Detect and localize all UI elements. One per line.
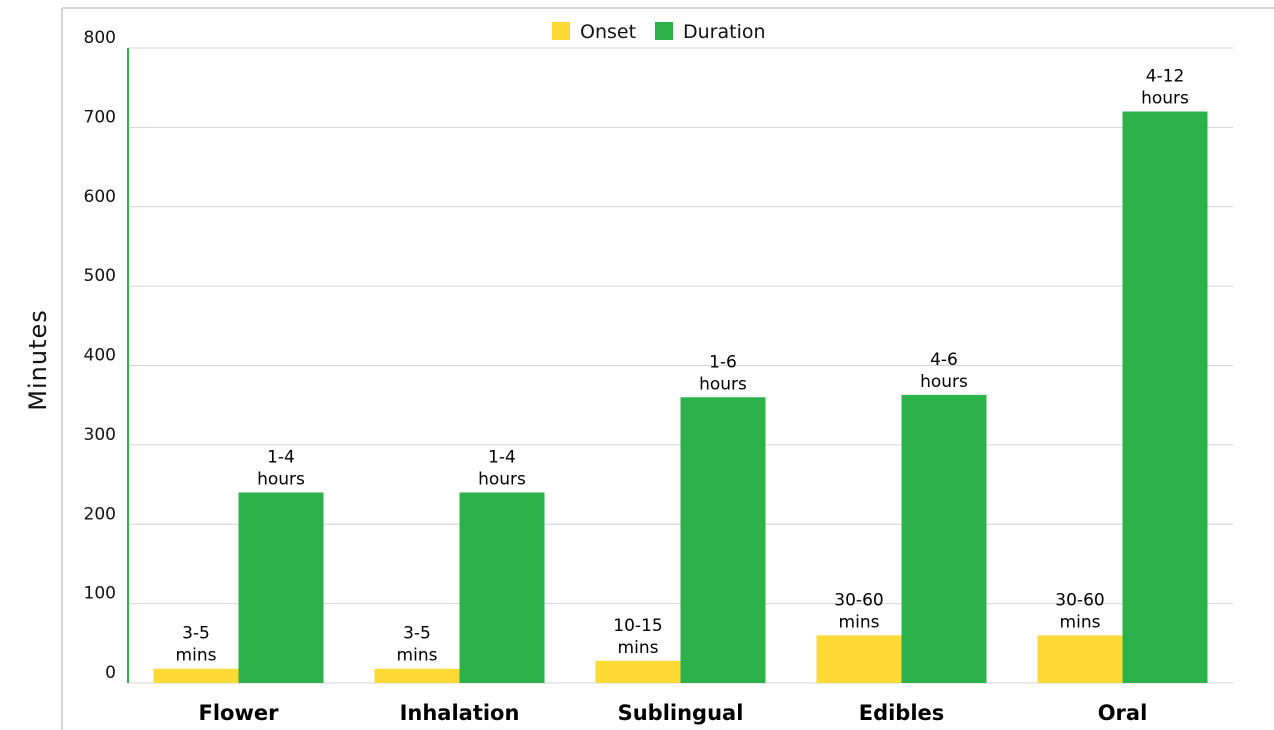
data-label: mins — [839, 612, 880, 632]
onset-bar — [816, 635, 902, 683]
category-label: Inhalation — [400, 701, 520, 725]
onset-legend-swatch — [552, 22, 570, 40]
data-label: 1-4 — [267, 448, 295, 468]
data-label: hours — [920, 372, 968, 392]
y-tick-label: 800 — [84, 28, 116, 48]
category-label: Oral — [1098, 701, 1148, 725]
y-tick-label: 200 — [84, 504, 116, 524]
category-labels: Flower Inhalation Sublingual Edibles Oral — [199, 701, 1148, 725]
data-label: mins — [176, 646, 217, 666]
onset-bar — [595, 660, 681, 683]
duration-bar — [901, 394, 987, 683]
data-label: hours — [699, 374, 747, 394]
bars — [153, 111, 1208, 683]
data-label: hours — [1141, 89, 1189, 109]
data-label: 3-5 — [403, 624, 431, 644]
category-label: Edibles — [859, 701, 945, 725]
duration-legend-label: Duration — [683, 21, 766, 43]
data-label: 1-4 — [488, 448, 516, 468]
duration-bar — [459, 492, 545, 683]
onset-bar — [1037, 635, 1123, 683]
duration-bar — [238, 492, 324, 683]
data-label: mins — [397, 646, 438, 666]
data-label: 30-60 — [1055, 590, 1104, 610]
y-tick-label: 500 — [84, 266, 116, 286]
category-label: Flower — [199, 701, 280, 725]
y-tick-label: 300 — [84, 425, 116, 445]
duration-bar — [680, 397, 766, 683]
category-label: Sublingual — [618, 701, 744, 725]
onset-bar — [153, 668, 239, 683]
data-label: mins — [1060, 612, 1101, 632]
y-tick-label: 600 — [84, 187, 116, 207]
y-tick-label: 400 — [84, 346, 116, 366]
y-tick-label: 700 — [84, 107, 116, 127]
data-labels: 3-5mins1-4hours3-5mins1-4hours10-15mins1… — [176, 67, 1190, 666]
y-tick-label: 0 — [105, 663, 116, 683]
duration-bar — [1122, 111, 1208, 683]
data-label: hours — [257, 470, 305, 490]
data-label: 1-6 — [709, 352, 737, 372]
y-axis-ticks: 0 100 200 300 400 500 600 700 800 — [84, 28, 116, 683]
data-label: mins — [618, 638, 659, 658]
data-label: 3-5 — [182, 624, 210, 644]
onset-legend-label: Onset — [580, 21, 636, 43]
data-label: 4-12 — [1146, 67, 1185, 87]
duration-legend-swatch — [655, 22, 673, 40]
data-label: 4-6 — [930, 350, 958, 370]
data-label: 10-15 — [613, 616, 662, 636]
y-tick-label: 100 — [84, 584, 116, 604]
onset-bar — [374, 668, 460, 683]
legend: Onset Duration — [552, 21, 766, 43]
data-label: 30-60 — [834, 590, 883, 610]
data-label: hours — [478, 470, 526, 490]
y-axis-title: Minutes — [24, 309, 52, 410]
